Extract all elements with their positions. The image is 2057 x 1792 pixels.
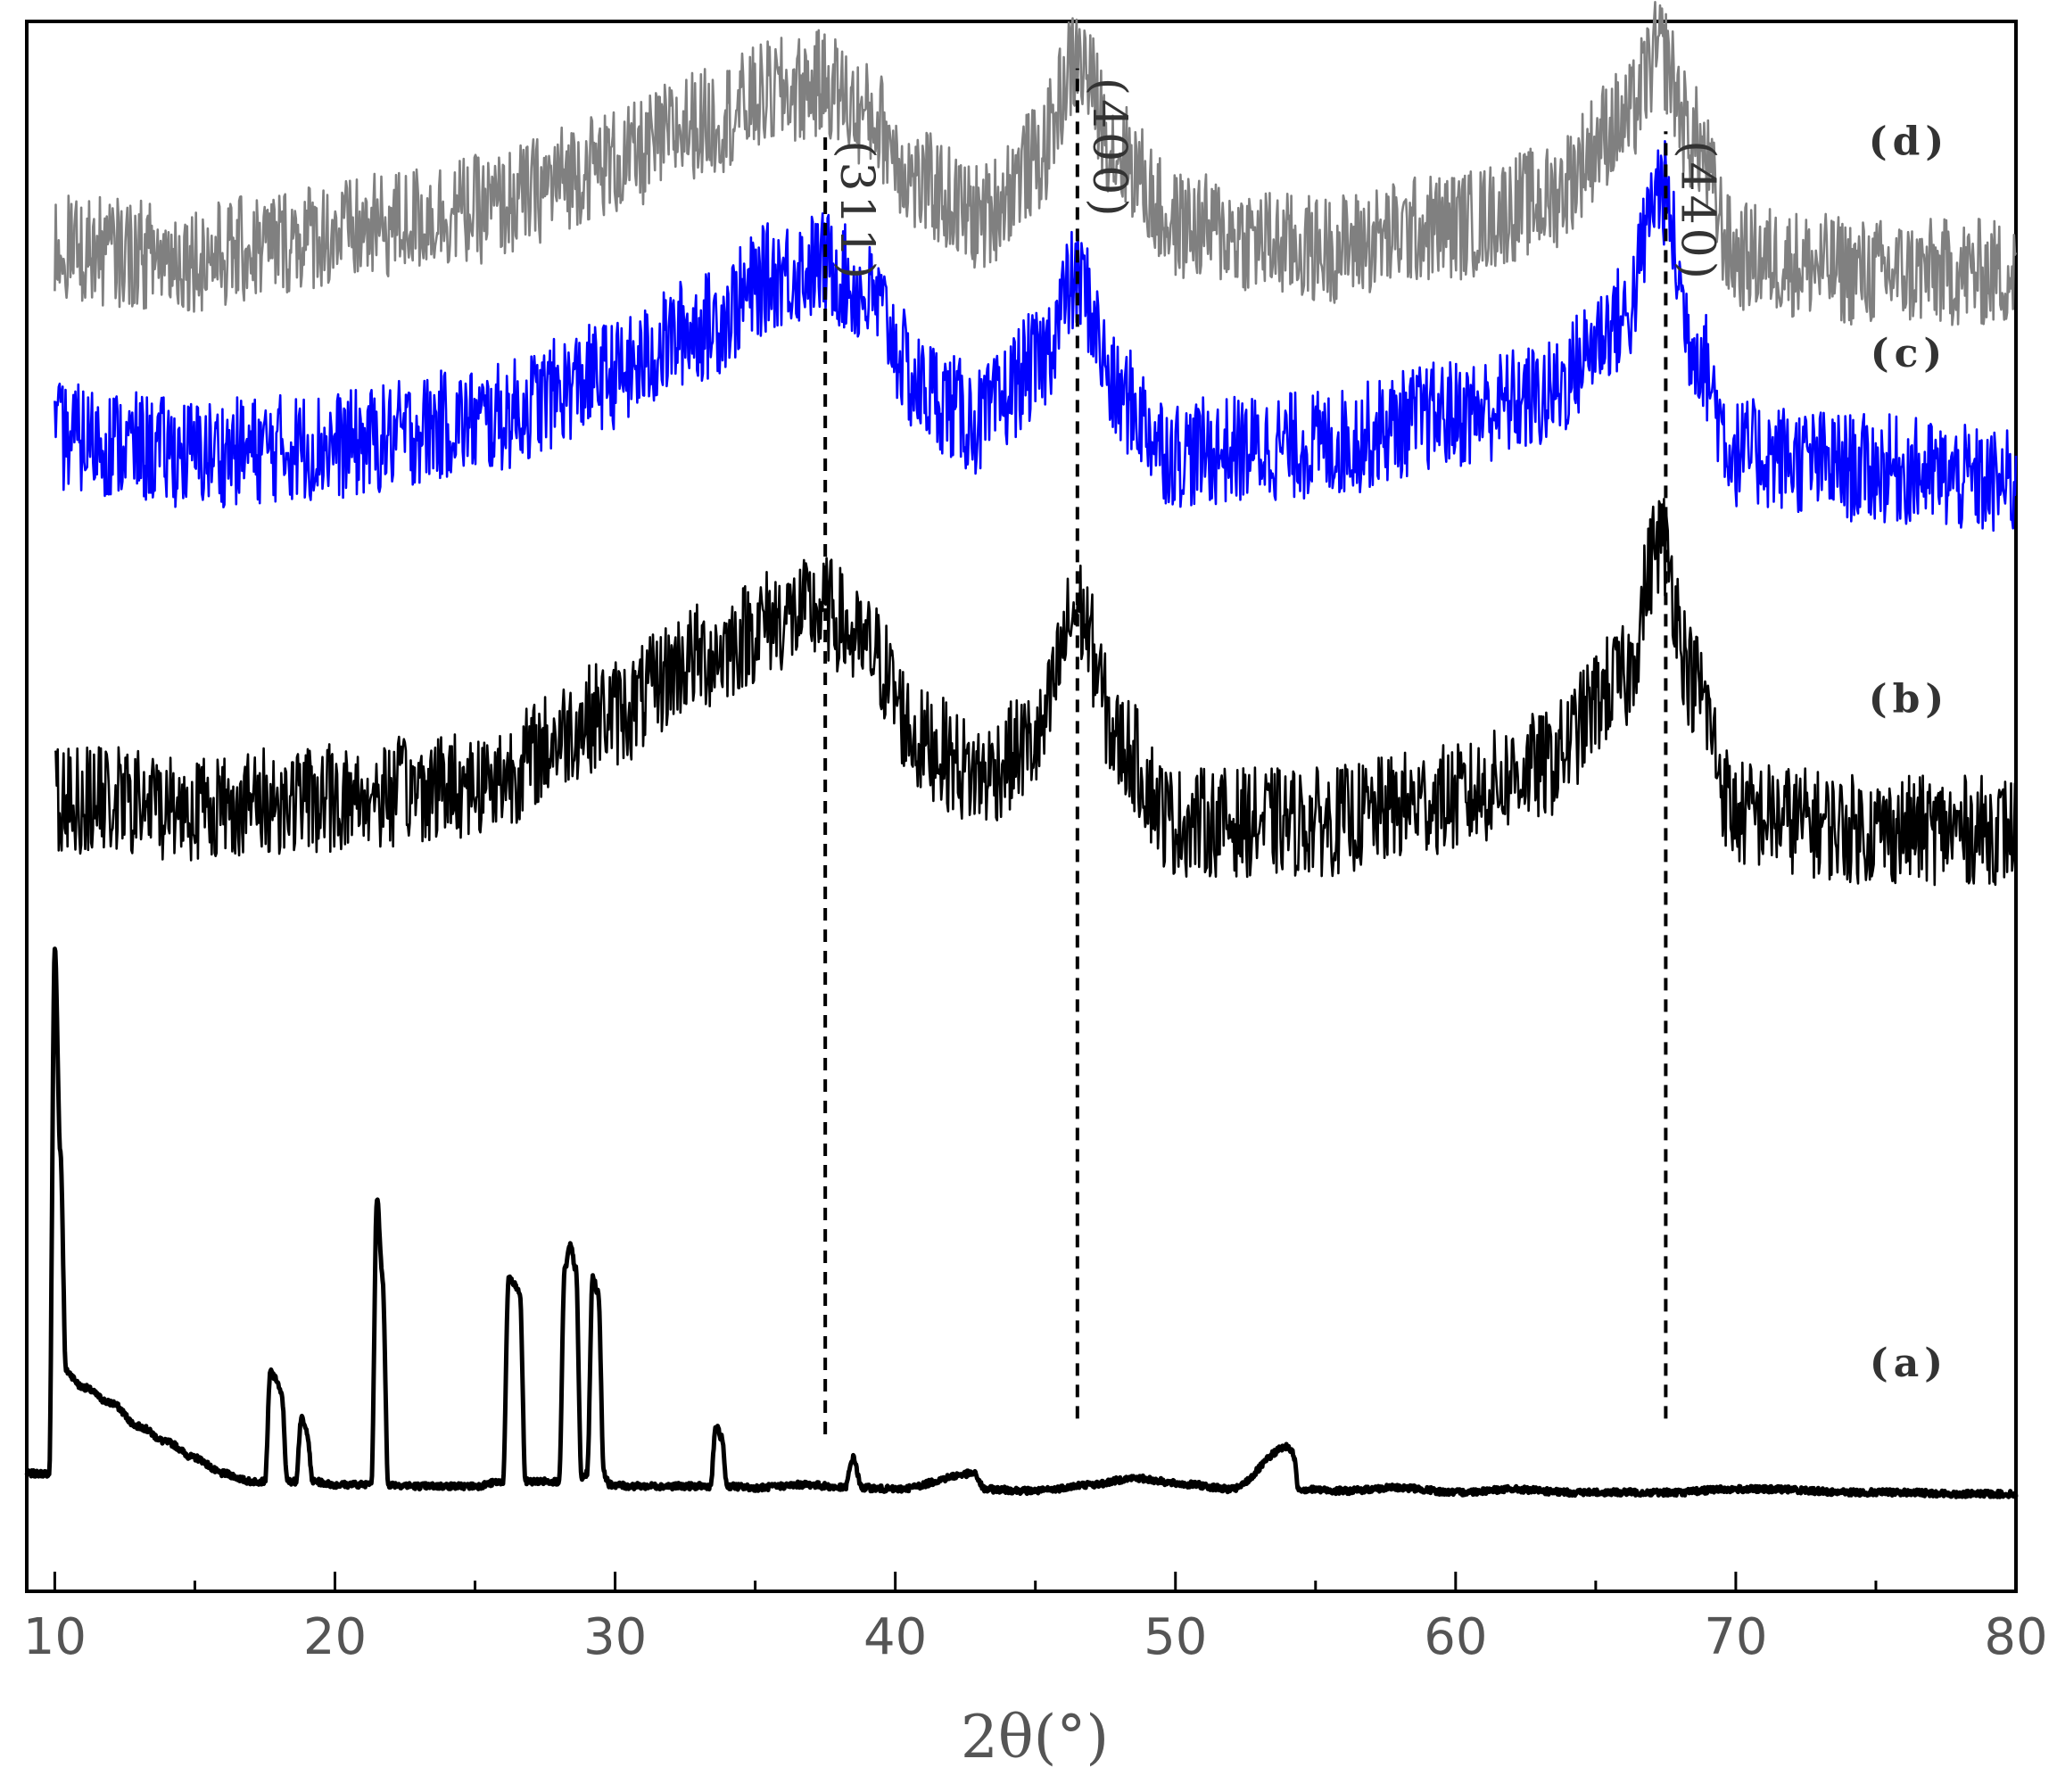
plane-label-2: (440) [1670,140,1723,283]
series-line-b [54,498,2018,887]
x-tick-label-50: 50 [1144,1608,1207,1666]
reference-lines: (311) (400) (440) [823,68,1723,1434]
curve-label-b: (b) [1869,676,1949,722]
x-tick-label-20: 20 [303,1608,367,1666]
curve-label-d: (d) [1869,120,1949,165]
curve-label-a: (a) [1870,1341,1948,1386]
series-layer [24,0,2019,1499]
x-tick-label-80: 80 [1984,1608,2047,1666]
series-line-d [54,0,2018,326]
x-axis-ticks: 10 20 30 40 50 60 70 80 [23,1572,2048,1666]
x-tick-label-10: 10 [23,1608,87,1666]
x-tick-label-40: 40 [863,1608,927,1666]
x-axis-title: 2θ(°) [961,1703,1109,1771]
x-tick-label-60: 60 [1424,1608,1487,1666]
series-line-c [54,140,2018,533]
curve-label-c: (c) [1871,331,1947,376]
x-tick-label-70: 70 [1704,1608,1767,1666]
x-tick-label-30: 30 [583,1608,647,1666]
plane-label-1: (400) [1082,78,1136,220]
curve-labels: (a) (b) (c) (d) [1869,120,1949,1386]
series-line-a [24,946,2019,1499]
plane-label-0: (311) [830,140,883,283]
